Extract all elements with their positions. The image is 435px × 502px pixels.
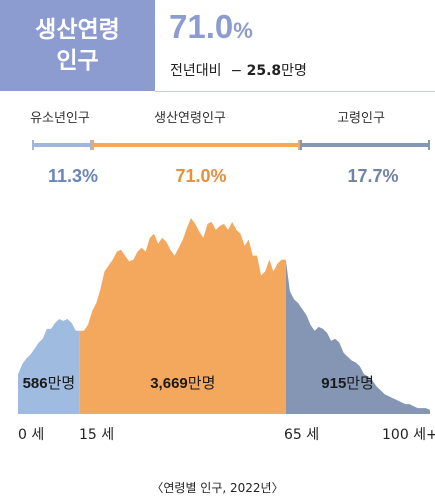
count-unit-youth: 만명: [48, 375, 76, 392]
segment-label-working: 생산연령인구: [154, 111, 226, 126]
segment-percent-youth: 11.3%: [47, 166, 99, 186]
change-label: 전년대비: [170, 63, 222, 79]
header-percent-unit: %: [233, 18, 253, 43]
area-elderly: [285, 259, 430, 414]
range-tick-elderly-start: [300, 140, 302, 150]
range-line-youth: [32, 143, 92, 147]
count-label-elderly: 915만명: [321, 375, 374, 392]
header-percent-value: 71.0: [169, 8, 234, 45]
change-value: 25.8: [246, 63, 282, 79]
header-change: 전년대비 − 25.8만명: [170, 60, 307, 80]
segment-percent-working: 71.0%: [175, 166, 227, 186]
segment-percent-elderly: 17.7%: [347, 166, 399, 186]
count-num-youth: 586: [23, 375, 48, 392]
segment-label-elderly: 고령인구: [337, 111, 385, 126]
header-divider: [155, 91, 435, 92]
range-tick-youth-end: [90, 140, 92, 150]
range-bar-youth: [32, 140, 92, 150]
range-bar-working: [92, 140, 300, 150]
change-sign: −: [230, 63, 243, 79]
population-area-chart: 586만명 3,669만명 915만명: [18, 218, 430, 414]
change-unit: 만명: [281, 63, 307, 79]
area-youth: [18, 319, 80, 414]
axis-tick-100: 100 세+: [382, 427, 435, 443]
range-line-working: [92, 143, 300, 147]
header-title: 생산연령 인구: [0, 0, 155, 91]
range-line-elderly: [300, 143, 430, 147]
range-tick-elderly-end: [428, 140, 430, 150]
range-bar-elderly: [300, 140, 430, 150]
segment-label-youth: 유소년인구: [30, 111, 90, 126]
axis-tick-0: 0 세: [18, 427, 45, 443]
axis-tick-65: 65 세: [284, 427, 320, 443]
source-note: 〈연령별 인구, 2022년〉: [151, 481, 284, 495]
axis-tick-15: 15 세: [79, 427, 115, 443]
count-label-working: 3,669만명: [150, 375, 215, 392]
count-num-working: 3,669: [150, 375, 188, 392]
count-unit-working: 만명: [188, 375, 216, 392]
header-percent: 71.0%: [169, 8, 253, 46]
range-tick-working-end: [298, 140, 300, 150]
count-num-elderly: 915: [321, 375, 346, 392]
count-unit-elderly: 만명: [346, 375, 374, 392]
area-working: [79, 218, 286, 414]
count-label-youth: 586만명: [23, 375, 76, 392]
range-tick-working-start: [92, 140, 94, 150]
range-tick-youth-start: [32, 140, 34, 150]
